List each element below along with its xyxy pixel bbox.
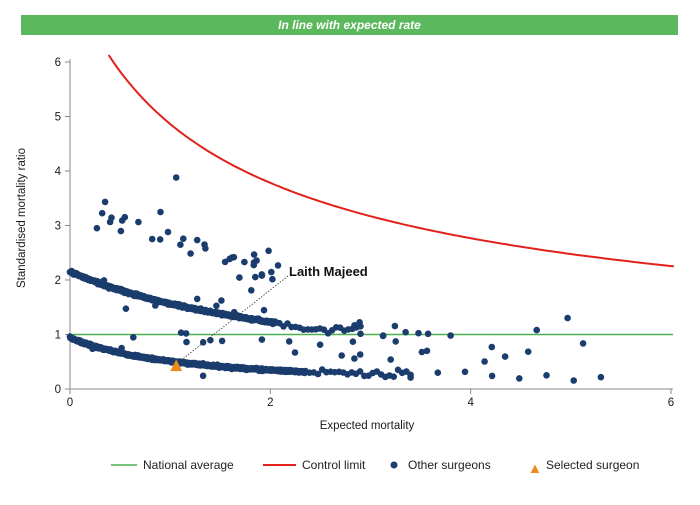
svg-text:0: 0 — [55, 384, 61, 396]
svg-text:3: 3 — [55, 221, 61, 233]
svg-text:4: 4 — [55, 166, 62, 178]
svg-text:5: 5 — [55, 112, 61, 124]
svg-text:6: 6 — [55, 57, 61, 69]
svg-text:6: 6 — [668, 397, 674, 409]
svg-text:Control limit: Control limit — [302, 458, 366, 472]
svg-text:National average: National average — [143, 458, 234, 472]
svg-text:Laith Majeed: Laith Majeed — [289, 264, 368, 279]
svg-text:Selected surgeon: Selected surgeon — [546, 458, 639, 472]
svg-text:Standardised mortality ratio: Standardised mortality ratio — [16, 148, 28, 288]
svg-text:4: 4 — [467, 397, 474, 409]
svg-text:Expected mortality: Expected mortality — [320, 420, 415, 432]
svg-text:2: 2 — [55, 275, 61, 287]
svg-text:Other surgeons: Other surgeons — [408, 458, 491, 472]
svg-text:1: 1 — [55, 330, 61, 342]
svg-text:2: 2 — [267, 397, 273, 409]
svg-text:0: 0 — [67, 397, 73, 409]
